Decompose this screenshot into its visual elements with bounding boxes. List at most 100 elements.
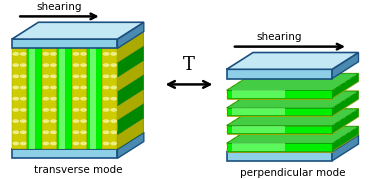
Circle shape [268, 95, 272, 97]
Circle shape [342, 127, 346, 129]
Circle shape [324, 109, 328, 111]
Circle shape [276, 84, 280, 86]
Circle shape [304, 134, 308, 135]
Circle shape [337, 130, 341, 132]
Circle shape [323, 98, 327, 100]
Circle shape [21, 109, 26, 111]
Circle shape [310, 113, 313, 114]
Circle shape [268, 116, 271, 118]
Circle shape [111, 98, 116, 100]
Circle shape [13, 131, 19, 134]
Polygon shape [227, 90, 332, 99]
Circle shape [309, 148, 314, 150]
Circle shape [309, 109, 314, 111]
Circle shape [319, 77, 323, 79]
Circle shape [227, 109, 231, 111]
Circle shape [309, 116, 313, 118]
Circle shape [297, 92, 301, 93]
Circle shape [240, 113, 245, 115]
Circle shape [323, 116, 327, 118]
Circle shape [280, 123, 284, 124]
Circle shape [328, 126, 332, 129]
Circle shape [288, 92, 291, 93]
Circle shape [317, 140, 321, 142]
Circle shape [291, 131, 295, 133]
Circle shape [260, 127, 264, 129]
Circle shape [273, 77, 277, 79]
Circle shape [342, 77, 345, 79]
Circle shape [249, 144, 254, 146]
Circle shape [314, 95, 318, 97]
Circle shape [260, 74, 264, 76]
Circle shape [51, 109, 56, 111]
Polygon shape [102, 48, 118, 149]
Circle shape [256, 127, 259, 129]
Circle shape [258, 84, 262, 86]
Circle shape [310, 77, 313, 79]
Circle shape [248, 105, 252, 107]
Polygon shape [232, 108, 285, 115]
Circle shape [327, 119, 330, 121]
Circle shape [309, 126, 314, 129]
Polygon shape [332, 91, 358, 115]
Circle shape [281, 84, 285, 86]
Circle shape [328, 77, 332, 79]
Circle shape [295, 98, 299, 100]
Circle shape [244, 84, 248, 86]
Circle shape [288, 74, 291, 76]
Circle shape [249, 91, 254, 93]
Circle shape [272, 98, 276, 100]
Polygon shape [118, 132, 144, 158]
Circle shape [322, 119, 326, 121]
Circle shape [250, 130, 254, 132]
Circle shape [317, 105, 321, 107]
Circle shape [306, 127, 310, 129]
Circle shape [273, 113, 277, 114]
Circle shape [290, 84, 294, 86]
Circle shape [263, 148, 268, 150]
Circle shape [265, 109, 268, 111]
Circle shape [111, 142, 116, 145]
Circle shape [331, 140, 334, 142]
Circle shape [248, 123, 252, 124]
Circle shape [304, 137, 308, 139]
Circle shape [271, 105, 275, 107]
Circle shape [231, 148, 236, 150]
Circle shape [283, 92, 287, 93]
Circle shape [253, 84, 257, 86]
Circle shape [240, 148, 245, 150]
Circle shape [251, 109, 254, 111]
Circle shape [341, 134, 345, 135]
Circle shape [301, 109, 305, 111]
Circle shape [234, 123, 238, 124]
Circle shape [262, 123, 266, 124]
Circle shape [281, 119, 285, 121]
Circle shape [73, 142, 79, 145]
Circle shape [249, 98, 253, 100]
Circle shape [305, 113, 309, 114]
Circle shape [259, 131, 263, 133]
Circle shape [21, 142, 26, 145]
Circle shape [278, 109, 282, 111]
Polygon shape [227, 126, 332, 133]
Circle shape [271, 88, 275, 89]
Circle shape [303, 123, 307, 124]
Circle shape [305, 126, 309, 129]
Circle shape [239, 123, 243, 124]
Circle shape [308, 88, 311, 89]
Circle shape [310, 95, 313, 97]
Polygon shape [227, 91, 358, 108]
Circle shape [268, 113, 272, 114]
Circle shape [283, 109, 287, 111]
Circle shape [299, 88, 302, 89]
Circle shape [328, 148, 332, 150]
Circle shape [253, 123, 256, 124]
Circle shape [240, 96, 245, 98]
Circle shape [266, 123, 270, 124]
Circle shape [273, 109, 277, 111]
Circle shape [243, 123, 247, 124]
Circle shape [278, 92, 282, 93]
Circle shape [276, 88, 279, 89]
Circle shape [285, 137, 289, 139]
Circle shape [111, 64, 116, 66]
